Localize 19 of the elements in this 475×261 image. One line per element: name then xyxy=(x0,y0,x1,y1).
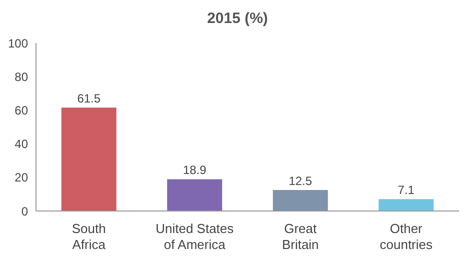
x-tick-label: Other countries xyxy=(380,221,433,252)
bar xyxy=(378,199,434,211)
y-tick-label: 20 xyxy=(14,170,28,185)
data-label: 61.5 xyxy=(77,92,101,106)
x-tick-label: South Africa xyxy=(72,221,106,252)
x-tick-label: Great Britain xyxy=(282,221,319,252)
y-tick-label: 100 xyxy=(8,36,28,50)
x-tick-label: United States of America xyxy=(156,221,234,252)
chart-title: 2015 (%) xyxy=(206,9,269,29)
bar xyxy=(61,108,116,211)
data-label: 12.5 xyxy=(288,174,312,188)
bar xyxy=(167,179,222,211)
data-label: 7.1 xyxy=(398,183,415,198)
y-tick-label: 60 xyxy=(14,103,28,118)
y-tick-label: 80 xyxy=(14,70,28,84)
bar xyxy=(272,190,328,211)
y-tick-label: 0 xyxy=(21,204,28,218)
data-label: 18.9 xyxy=(182,163,207,178)
y-tick-label: 40 xyxy=(14,137,28,152)
